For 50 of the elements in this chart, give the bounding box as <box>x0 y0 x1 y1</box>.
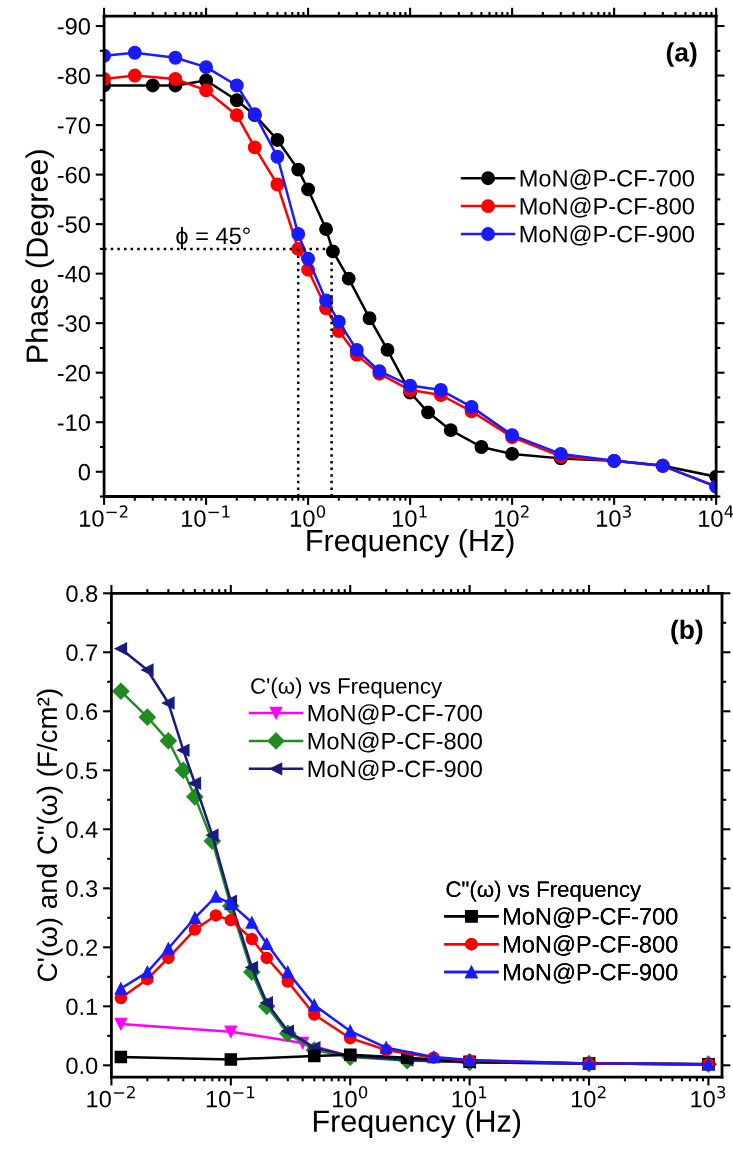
x-tick-label: 10$^{4}$ <box>699 505 733 527</box>
annotation: ϕ = 45° <box>176 226 250 249</box>
legend-label: MoN@P-CF-800 <box>504 935 678 956</box>
y-tick-label: -60 <box>57 166 90 184</box>
y-tick-label: 0.8 <box>66 585 98 603</box>
x-tick-label: 10$^{−1}$ <box>206 1086 255 1108</box>
y-tick-label: 0 <box>78 463 90 481</box>
y-tick-label: -80 <box>57 67 90 85</box>
x-tick-label: 10$^{0}$ <box>291 505 326 527</box>
y-tick-label: 0.5 <box>66 762 98 780</box>
legend-label: MoN@P-CF-800 <box>520 197 694 218</box>
x-tick-label: 10$^{1}$ <box>452 1086 487 1108</box>
x-tick-label: 10$^{1}$ <box>393 505 427 527</box>
x-tick-label: 10$^{3}$ <box>691 1085 726 1108</box>
annotation: (a) <box>666 42 697 67</box>
y-tick-label: 0.6 <box>66 703 98 721</box>
y-tick-label: 0.1 <box>66 998 98 1016</box>
y-tick-label: 0.4 <box>66 821 98 839</box>
text: C"(ω) vs Frequency <box>446 880 642 902</box>
legend-label: MoN@P-CF-700 <box>520 169 694 190</box>
text: C'(ω) vs Frequency <box>251 677 443 699</box>
y-tick-label: -50 <box>57 216 90 233</box>
y-tick-label: 0.3 <box>66 880 98 898</box>
x-axis-title: Frequency (Hz) <box>307 528 514 558</box>
y-tick-label: -90 <box>57 18 90 35</box>
y-axis-title: C'(ω) and C"(ω) (F/cm²) <box>36 689 63 982</box>
y-tick-label: -40 <box>57 265 90 283</box>
legend-label: MoN@P-CF-900 <box>504 963 678 984</box>
annotation: (b) <box>671 619 703 645</box>
legend-label: MoN@P-CF-800 <box>308 732 482 753</box>
x-tick-label: 10$^{−1}$ <box>182 505 230 527</box>
legend-label: MoN@P-CF-700 <box>504 907 678 928</box>
legend-label: MoN@P-CF-900 <box>308 759 482 781</box>
y-tick-label: 0.0 <box>66 1057 98 1075</box>
y-tick-label: 0.2 <box>66 939 98 957</box>
x-axis-title: Frequency (Hz) <box>313 1109 521 1139</box>
y-tick-label: -10 <box>57 414 90 432</box>
x-tick-label: 10$^{−2}$ <box>80 505 128 527</box>
y-tick-label: -20 <box>57 364 90 382</box>
x-tick-label: 10$^{−2}$ <box>87 1085 135 1108</box>
y-tick-label: -30 <box>57 315 90 332</box>
x-tick-label: 10$^{2}$ <box>571 1085 606 1108</box>
legend-label: MoN@P-CF-900 <box>520 225 694 246</box>
x-tick-label: 10$^{3}$ <box>597 505 631 527</box>
legend-label: MoN@P-CF-700 <box>308 704 482 725</box>
y-axis-title: Phase (Degree) <box>25 150 54 362</box>
y-tick-label: -70 <box>57 117 90 134</box>
x-tick-label: 10$^{2}$ <box>495 505 529 527</box>
x-tick-label: 10$^{0}$ <box>333 1085 368 1108</box>
y-tick-label: 0.7 <box>66 644 98 662</box>
